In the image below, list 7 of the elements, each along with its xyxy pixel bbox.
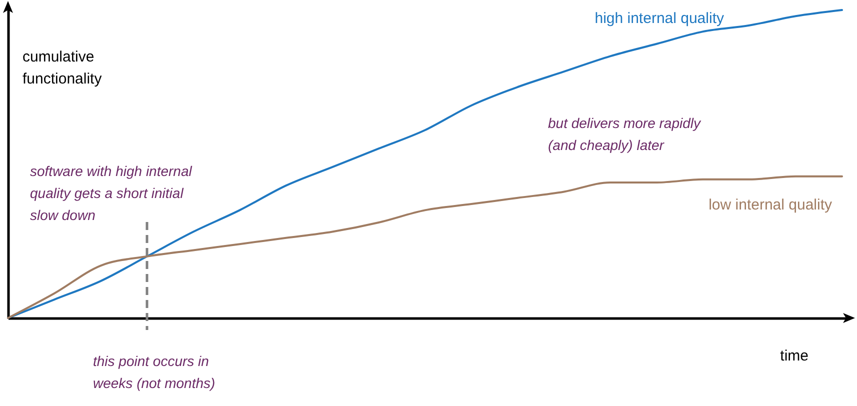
annotation: software with high internal quality gets a short initial slow down	[30, 163, 193, 223]
series-label: high internal quality	[594, 10, 724, 27]
x-axis-title: time	[780, 348, 808, 364]
annotation: but delivers more rapidly (and cheaply) later	[548, 115, 702, 153]
y-axis-title: cumulative functionality	[22, 48, 102, 88]
series-label: low internal quality	[708, 196, 832, 214]
text: this point occurs in weeks (not months)	[93, 353, 216, 391]
